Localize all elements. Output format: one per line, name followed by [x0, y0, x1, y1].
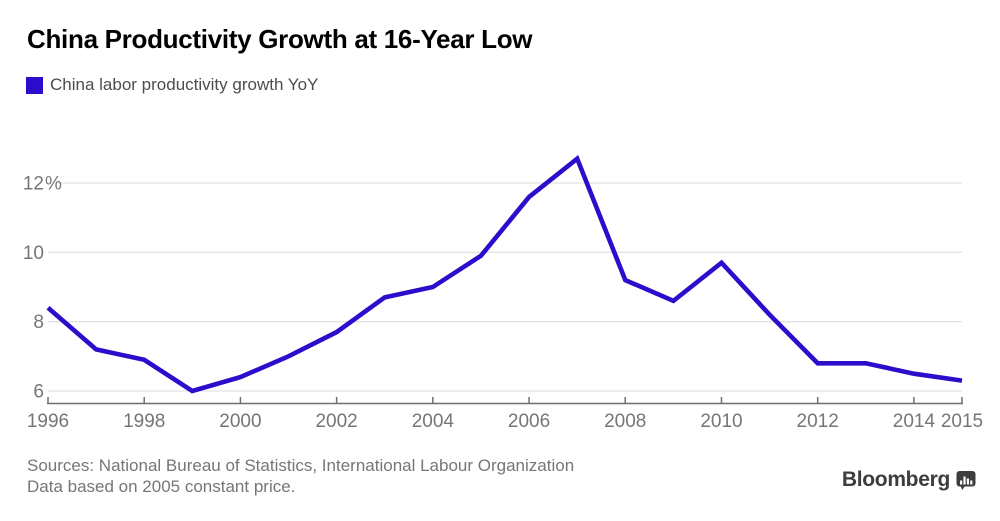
- legend-label: China labor productivity growth YoY: [50, 75, 319, 94]
- y-tick-unit: %: [45, 174, 62, 195]
- x-tick-label: 2004: [412, 411, 455, 432]
- x-tick-label: 2012: [797, 411, 839, 432]
- x-tick-label: 2002: [315, 411, 357, 432]
- y-tick-label: 8: [33, 312, 44, 333]
- legend-swatch: [26, 76, 43, 94]
- x-tick-label: 2014: [893, 411, 936, 432]
- source-note: Sources: National Bureau of Statistics, …: [27, 455, 574, 497]
- series-line: [46, 154, 963, 394]
- source-line-2: Data based on 2005 constant price.: [27, 477, 296, 496]
- x-tick-label: 2015: [941, 411, 983, 432]
- y-tick-label: 6: [33, 382, 44, 403]
- bloomberg-terminal-icon: [956, 470, 976, 490]
- line-chart: 6 8 10 12 % 1996 1998 2000 2002 2004 2006 2008 2010 2…: [23, 154, 983, 432]
- x-tick-label: 2010: [700, 411, 742, 432]
- y-tick-label: 10: [23, 243, 44, 264]
- x-tick-label: 2000: [219, 411, 261, 432]
- x-tick-label: 1996: [27, 411, 69, 432]
- legend: China labor productivity growth YoY: [26, 75, 318, 95]
- bloomberg-logo: Bloomberg: [842, 468, 976, 492]
- x-tick-label: 1998: [123, 411, 165, 432]
- x-tick-label: 2006: [508, 411, 550, 432]
- y-tick-label: 12: [23, 174, 44, 195]
- chart-title: China Productivity Growth at 16-Year Low: [27, 24, 533, 54]
- bloomberg-wordmark: Bloomberg: [841, 468, 950, 491]
- x-tick-label: 2008: [604, 411, 646, 432]
- source-line-1: Sources: National Bureau of Statistics, …: [27, 456, 575, 475]
